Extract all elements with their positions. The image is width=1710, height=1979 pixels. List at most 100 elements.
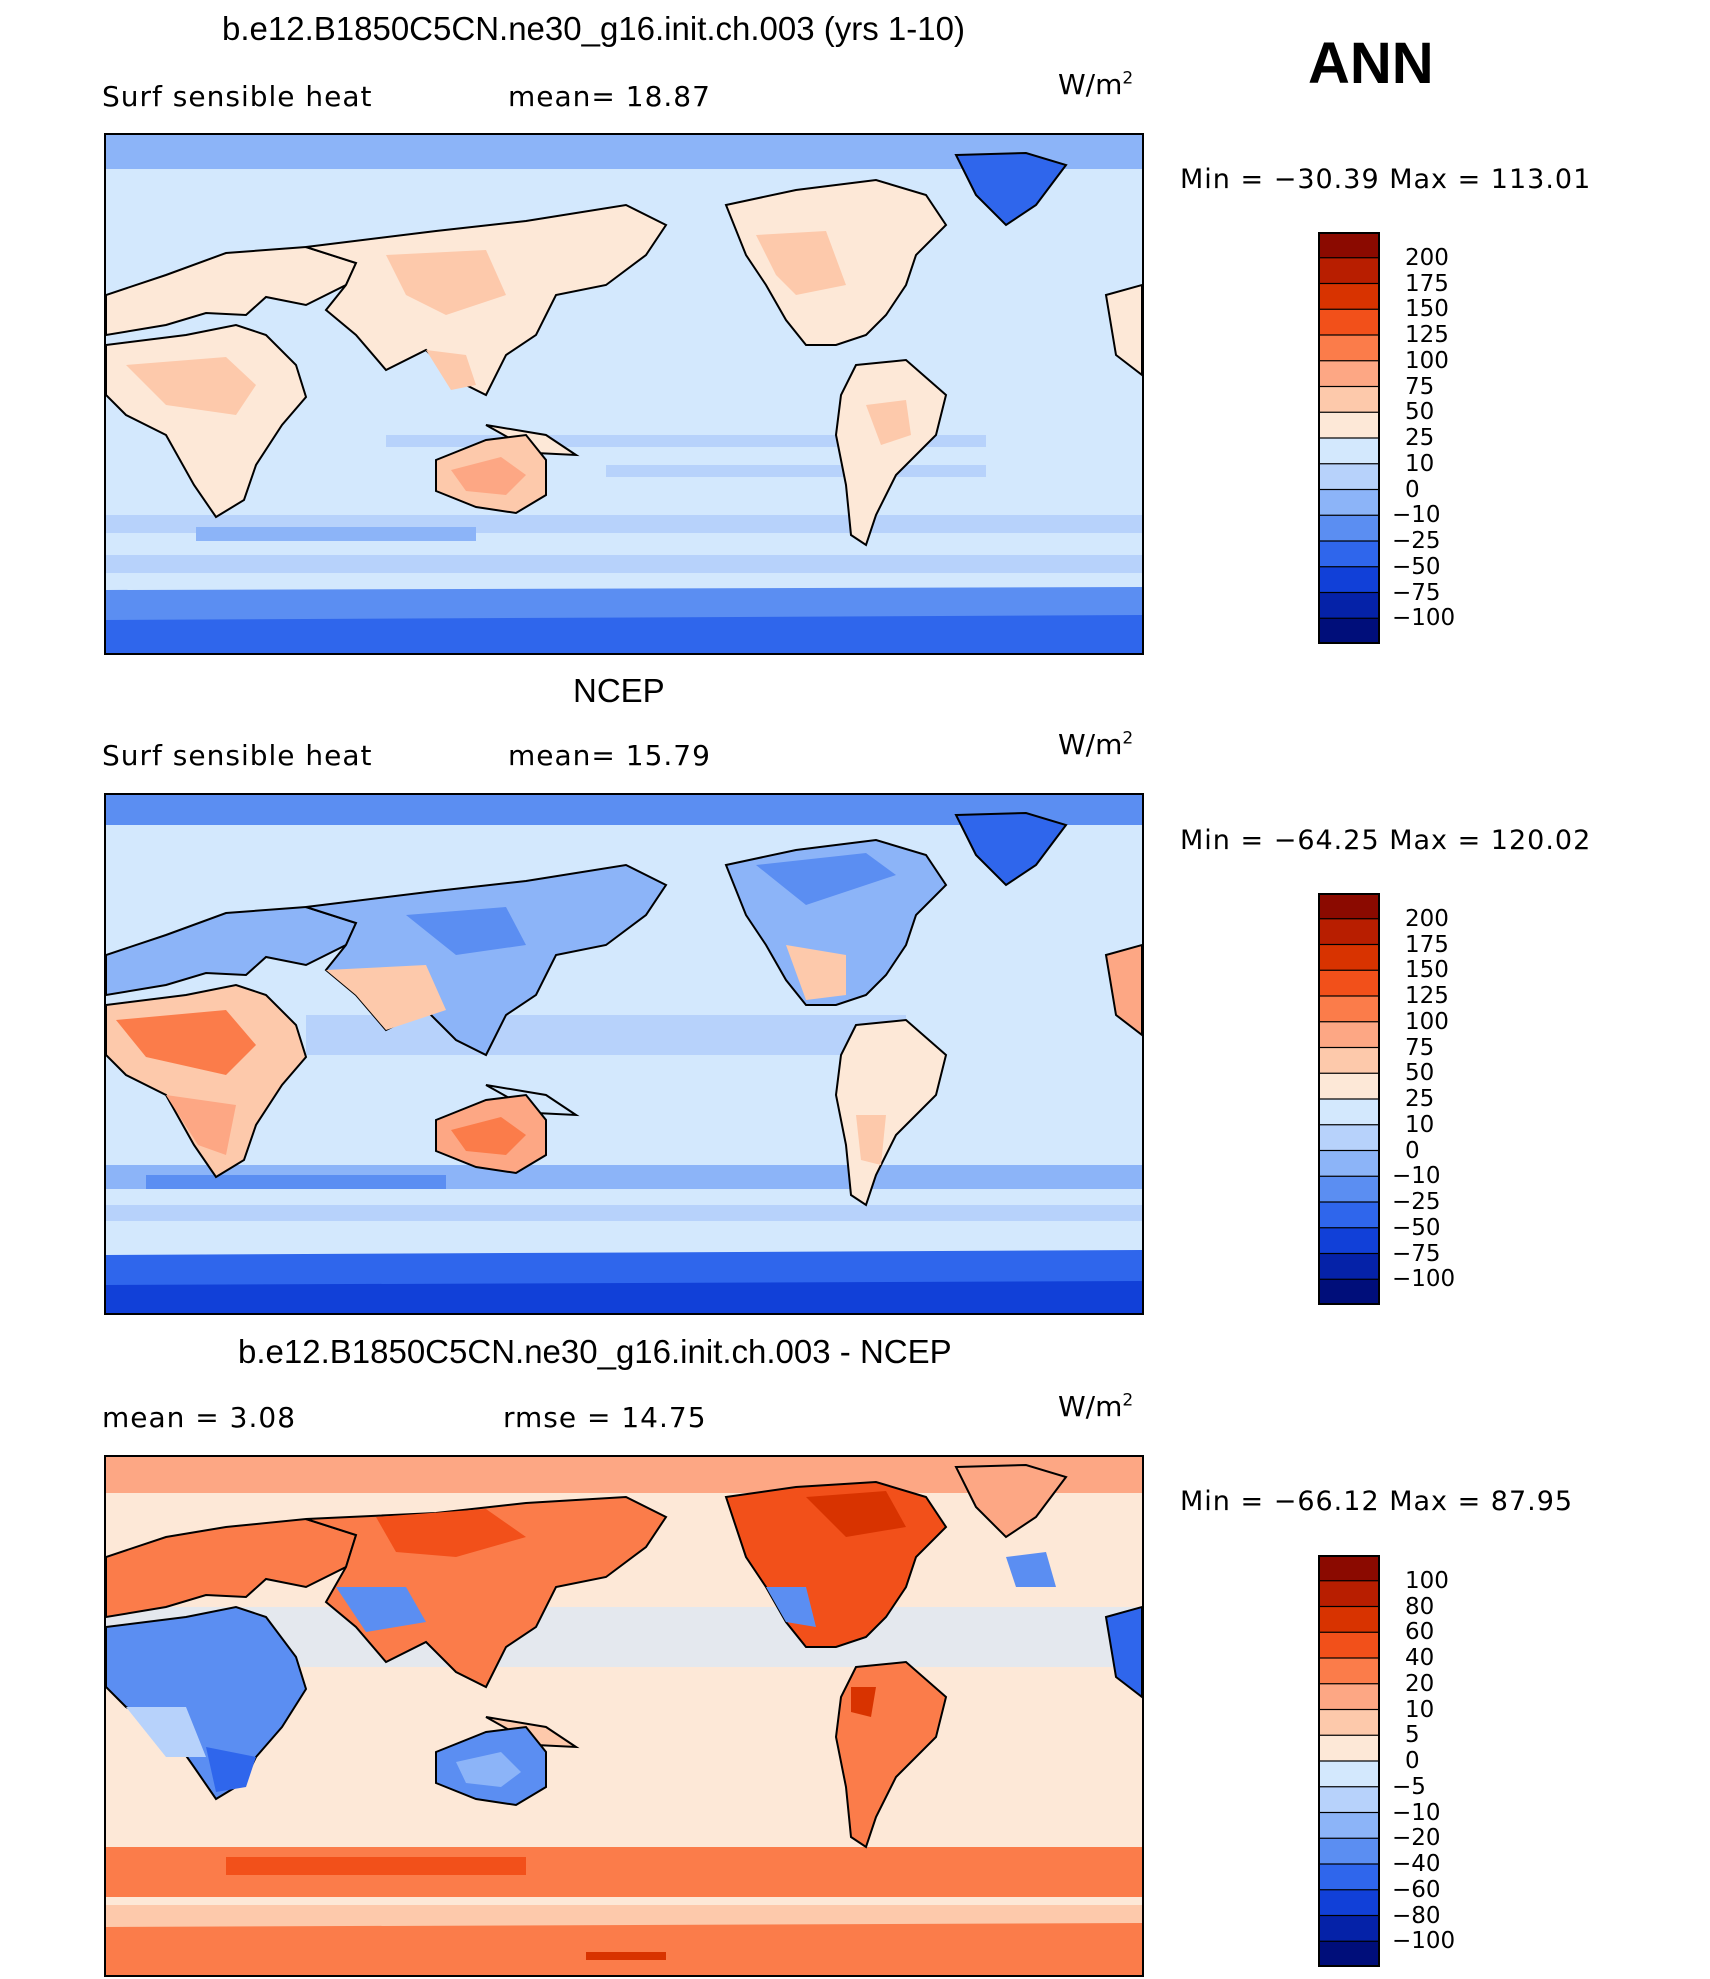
colorbar-swatch bbox=[1318, 1227, 1380, 1255]
colorbar-tick-label: −25 bbox=[1392, 1189, 1441, 1215]
panel-2-colorbar bbox=[1318, 893, 1380, 1305]
panel-2-minmax: Min = −64.25 Max = 120.02 bbox=[1180, 825, 1592, 856]
colorbar-swatch bbox=[1318, 411, 1380, 440]
colorbar-swatch bbox=[1318, 1734, 1380, 1763]
panel-3-mean-label: mean = 3.08 bbox=[102, 1401, 297, 1434]
panel-1-map bbox=[104, 133, 1144, 655]
panel-3-colorbar bbox=[1318, 1555, 1380, 1967]
colorbar-tick-label: 75 bbox=[1405, 1034, 1435, 1061]
colorbar-tick-label: 20 bbox=[1405, 1670, 1435, 1697]
panel-2-variable-label: Surf sensible heat bbox=[102, 739, 373, 772]
colorbar-swatch bbox=[1318, 1072, 1380, 1101]
colorbar-swatch bbox=[1318, 995, 1380, 1023]
colorbar-tick-label: −40 bbox=[1392, 1851, 1441, 1877]
colorbar-swatch bbox=[1318, 488, 1380, 517]
season-label: ANN bbox=[1308, 31, 1434, 96]
colorbar-tick-label: 60 bbox=[1405, 1619, 1435, 1646]
colorbar-tick-label: −75 bbox=[1392, 1240, 1441, 1267]
panel-3-title: b.e12.B1850C5CN.ne30_g16.init.ch.003 - N… bbox=[238, 1333, 952, 1370]
colorbar-swatch bbox=[1318, 540, 1380, 568]
panel-1-title: b.e12.B1850C5CN.ne30_g16.init.ch.003 (yr… bbox=[222, 10, 965, 47]
colorbar-tick-label: 150 bbox=[1405, 957, 1449, 984]
colorbar-tick-label: −50 bbox=[1392, 1214, 1441, 1241]
colorbar-tick-label: −20 bbox=[1392, 1825, 1441, 1852]
colorbar-tick-label: 10 bbox=[1405, 450, 1435, 477]
panel-3-map bbox=[104, 1455, 1144, 1977]
panel-1-units: W/m2 bbox=[1058, 68, 1134, 101]
colorbar-swatch bbox=[1318, 893, 1380, 920]
colorbar-tick-label: 0 bbox=[1405, 1137, 1420, 1164]
colorbar-tick-label: −100 bbox=[1392, 1928, 1456, 1955]
colorbar-tick-label: 25 bbox=[1405, 1086, 1435, 1112]
colorbar-swatch bbox=[1318, 1811, 1380, 1840]
colorbar-tick-label: 10 bbox=[1405, 1696, 1435, 1723]
colorbar-swatch bbox=[1318, 437, 1380, 465]
colorbar-tick-label: 125 bbox=[1405, 983, 1449, 1009]
panel-1-variable-label: Surf sensible heat bbox=[102, 80, 373, 113]
colorbar-swatch bbox=[1318, 385, 1380, 414]
colorbar-swatch bbox=[1318, 514, 1380, 543]
colorbar-swatch bbox=[1318, 566, 1380, 594]
panel-2-units: W/m2 bbox=[1058, 728, 1134, 761]
colorbar-tick-label: 25 bbox=[1405, 425, 1435, 451]
colorbar-swatch bbox=[1318, 1631, 1380, 1660]
colorbar-swatch bbox=[1318, 591, 1380, 620]
colorbar-swatch bbox=[1318, 1605, 1380, 1634]
colorbar-tick-label: 50 bbox=[1405, 399, 1435, 426]
colorbar-swatch bbox=[1318, 1252, 1380, 1281]
colorbar-swatch bbox=[1318, 463, 1380, 491]
colorbar-tick-label: 125 bbox=[1405, 322, 1449, 348]
colorbar-swatch bbox=[1318, 969, 1380, 998]
colorbar-swatch bbox=[1318, 1940, 1380, 1967]
panel-1-colorbar bbox=[1318, 232, 1380, 644]
colorbar-swatch bbox=[1318, 308, 1380, 337]
colorbar-tick-label: 5 bbox=[1405, 1722, 1420, 1749]
colorbar-outline bbox=[1318, 1555, 1380, 1967]
colorbar-swatch bbox=[1318, 1046, 1380, 1075]
panel-3-rmse-label: rmse = 14.75 bbox=[503, 1401, 707, 1434]
panel-2-colorbar-swatches bbox=[1318, 893, 1380, 1305]
colorbar-tick-label: 100 bbox=[1405, 1567, 1449, 1594]
colorbar-swatch bbox=[1318, 1124, 1380, 1152]
colorbar-swatch bbox=[1318, 1021, 1380, 1049]
colorbar-tick-label: −25 bbox=[1392, 528, 1441, 554]
panel-2-title: NCEP bbox=[573, 672, 665, 709]
colorbar-tick-label: 200 bbox=[1405, 244, 1449, 271]
colorbar-swatch bbox=[1318, 1683, 1380, 1711]
colorbar-tick-label: 75 bbox=[1405, 373, 1435, 400]
colorbar-swatch bbox=[1318, 617, 1380, 644]
colorbar-swatch bbox=[1318, 360, 1380, 388]
colorbar-tick-label: 175 bbox=[1405, 931, 1449, 958]
colorbar-swatch bbox=[1318, 334, 1380, 362]
colorbar-tick-label: 200 bbox=[1405, 905, 1449, 932]
panel-3-colorbar-swatches bbox=[1318, 1555, 1380, 1967]
colorbar-tick-label: 100 bbox=[1405, 347, 1449, 374]
colorbar-swatch bbox=[1318, 1863, 1380, 1891]
colorbar-swatch bbox=[1318, 1555, 1380, 1582]
colorbar-swatch bbox=[1318, 918, 1380, 946]
colorbar-tick-label: −10 bbox=[1392, 1799, 1441, 1826]
colorbar-swatch bbox=[1318, 1657, 1380, 1685]
colorbar-swatch bbox=[1318, 1149, 1380, 1178]
colorbar-tick-label: −5 bbox=[1392, 1773, 1426, 1800]
colorbar-swatch bbox=[1318, 1786, 1380, 1814]
colorbar-tick-label: −100 bbox=[1392, 1266, 1456, 1293]
colorbar-swatch bbox=[1318, 1278, 1380, 1305]
colorbar-tick-label: −80 bbox=[1392, 1902, 1441, 1929]
colorbar-swatch bbox=[1318, 943, 1380, 972]
colorbar-swatch bbox=[1318, 1760, 1380, 1788]
colorbar-swatch bbox=[1318, 232, 1380, 259]
colorbar-tick-label: −75 bbox=[1392, 579, 1441, 606]
colorbar-tick-label: −10 bbox=[1392, 1163, 1441, 1190]
colorbar-tick-label: 40 bbox=[1405, 1645, 1435, 1671]
colorbar-swatch bbox=[1318, 257, 1380, 285]
colorbar-tick-label: 0 bbox=[1405, 1748, 1420, 1774]
colorbar-tick-label: 0 bbox=[1405, 476, 1420, 503]
colorbar-tick-label: −10 bbox=[1392, 502, 1441, 529]
colorbar-swatch bbox=[1318, 1914, 1380, 1943]
colorbar-outline bbox=[1318, 893, 1380, 1305]
colorbar-swatch bbox=[1318, 1708, 1380, 1737]
panel-3-units: W/m2 bbox=[1058, 1390, 1134, 1423]
colorbar-swatch bbox=[1318, 1580, 1380, 1608]
colorbar-tick-label: 100 bbox=[1405, 1008, 1449, 1035]
